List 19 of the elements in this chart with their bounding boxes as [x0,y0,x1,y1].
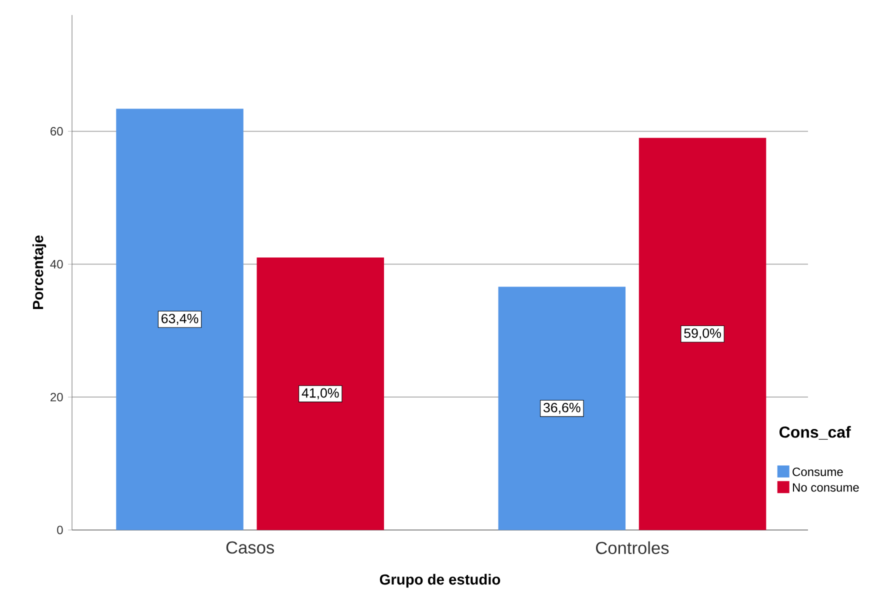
y-tick-label: 0 [57,526,63,534]
bar [498,286,626,530]
y-tick-label: 60 [50,127,63,136]
legend-label: No consume [793,483,859,492]
legend-label: Consume [792,468,843,476]
x-axis-title: Grupo de estudio [380,574,500,588]
bar [116,108,244,530]
legend-title: Cons_caf [779,426,851,440]
data-label: 59,0% [684,328,721,340]
bar [256,258,384,530]
bar [638,138,766,530]
x-tick-label: Controles [596,541,669,554]
data-label: 63,4% [162,314,198,325]
x-tick-label: Casos [226,541,274,554]
y-tick-label: 20 [50,392,63,402]
y-axis-title: Porcentaje [32,236,46,310]
data-label: 36,6% [544,402,580,414]
y-tick-label: 40 [50,260,63,268]
data-label: 41,0% [302,388,339,400]
